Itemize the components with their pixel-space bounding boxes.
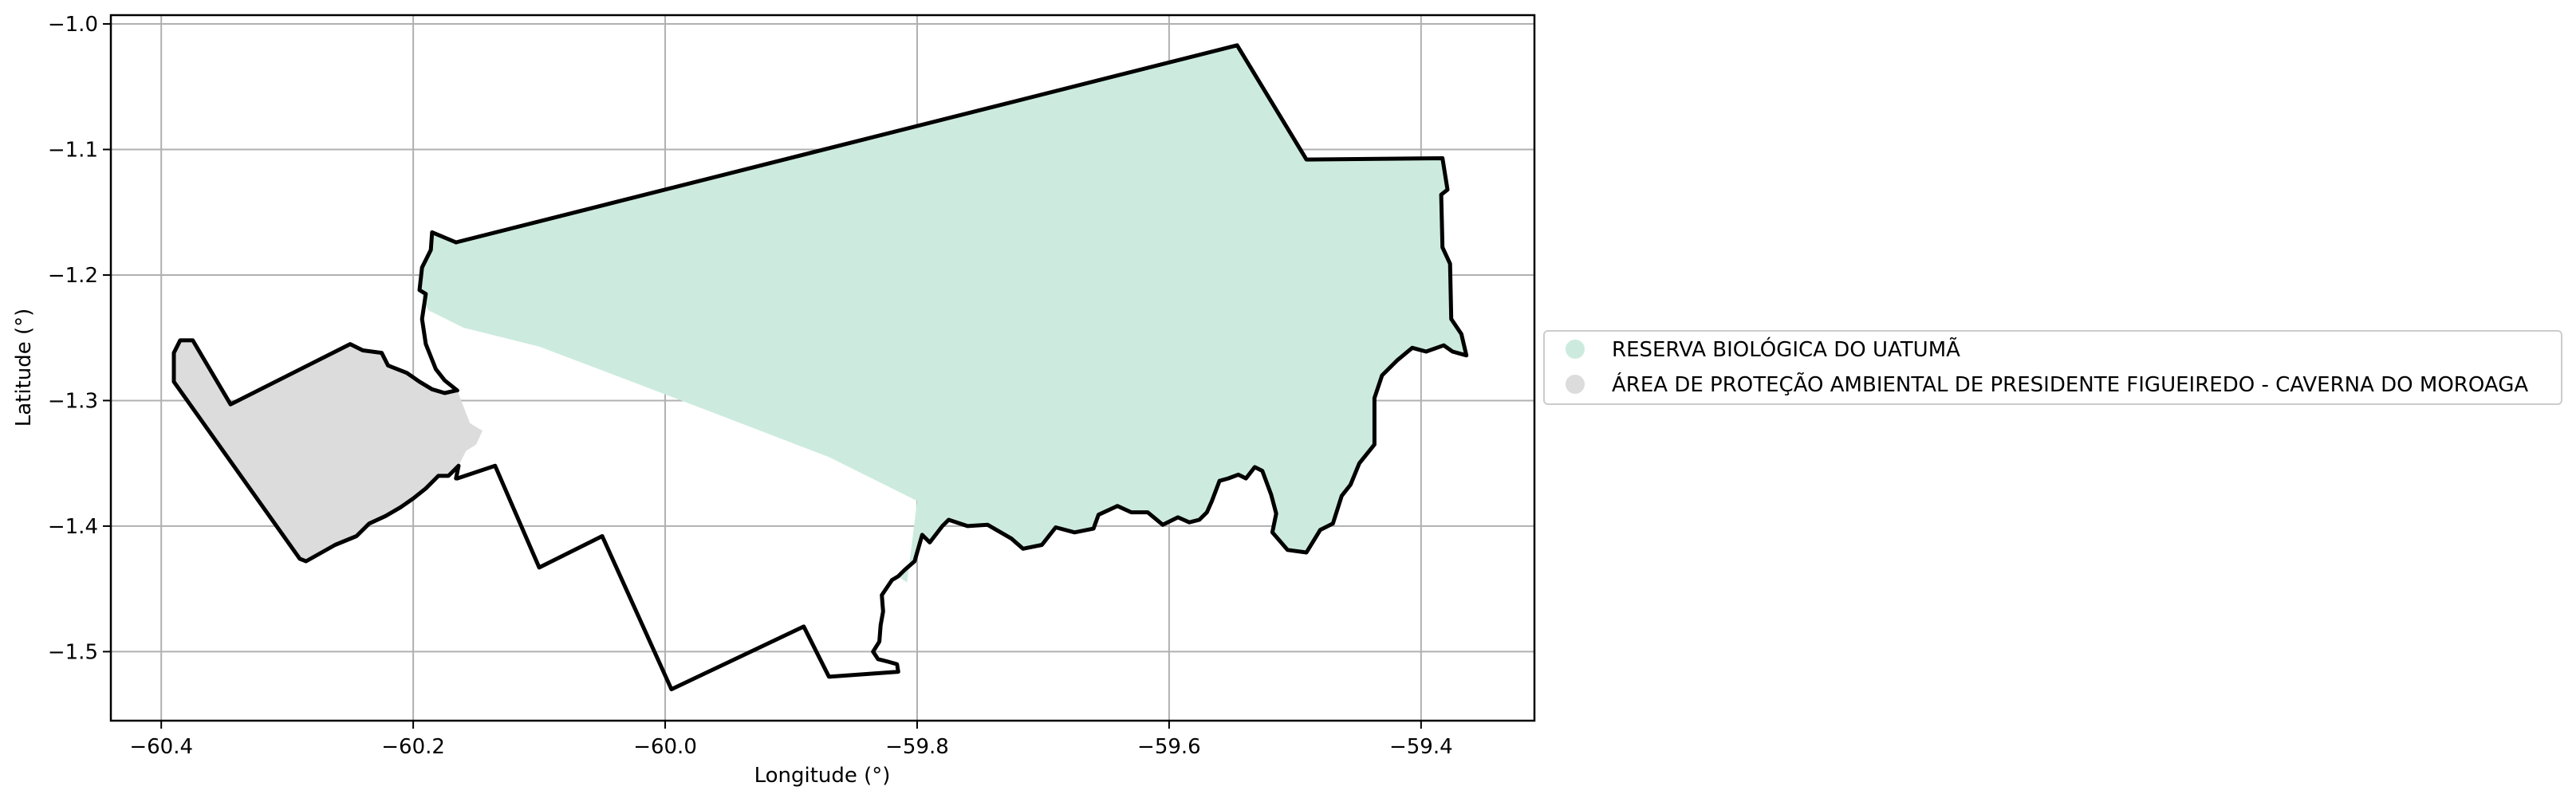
legend-label-uatuma: RESERVA BIOLÓGICA DO UATUMÃ bbox=[1612, 336, 1960, 362]
y-tick-label: −1.1 bbox=[48, 138, 98, 162]
boundary-lines bbox=[171, 43, 1469, 692]
x-axis: −60.4 −60.2 −60.0 −59.8 −59.6 −59.4 bbox=[129, 721, 1453, 759]
legend: RESERVA BIOLÓGICA DO UATUMÃ ÁREA DE PROT… bbox=[1543, 330, 2562, 405]
x-tick-label: −59.8 bbox=[885, 735, 949, 759]
y-tick-label: −1.5 bbox=[48, 640, 98, 664]
legend-marker-uatuma bbox=[1566, 340, 1585, 359]
outer-boundary-north bbox=[417, 230, 459, 393]
y-tick-label: −1.2 bbox=[48, 264, 98, 288]
x-tick-label: −60.2 bbox=[381, 735, 445, 759]
outer-boundary bbox=[454, 43, 1469, 692]
x-tick-label: −60.4 bbox=[129, 735, 193, 759]
legend-label-moroaga: ÁREA DE PROTEÇÃO AMBIENTAL DE PRESIDENTE… bbox=[1612, 372, 2528, 397]
legend-frame bbox=[1543, 330, 2562, 405]
y-tick-label: −1.0 bbox=[48, 13, 98, 37]
y-tick-label: −1.3 bbox=[48, 389, 98, 413]
x-tick-label: −60.0 bbox=[633, 735, 697, 759]
plot-frame bbox=[109, 14, 1536, 722]
area-reserva-biologica-do-uatuma bbox=[419, 45, 1467, 583]
x-tick-label: −59.6 bbox=[1137, 735, 1201, 759]
plot-area: −60.4 −60.2 −60.0 −59.8 −59.6 −59.4 −1.0−1.1−… bbox=[12, 13, 1536, 788]
x-axis-label: Longitude (°) bbox=[754, 764, 891, 788]
y-axis: −1.0 −1.1 −1.2 −1.3 −1.4 −1.5 bbox=[48, 13, 111, 664]
y-tick-label: −1.4 bbox=[48, 515, 98, 539]
y-axis-label: Latitude (°) bbox=[12, 309, 36, 427]
legend-marker-moroaga bbox=[1566, 375, 1585, 394]
x-tick-label: −59.4 bbox=[1389, 735, 1453, 759]
apa-boundary bbox=[171, 338, 461, 564]
